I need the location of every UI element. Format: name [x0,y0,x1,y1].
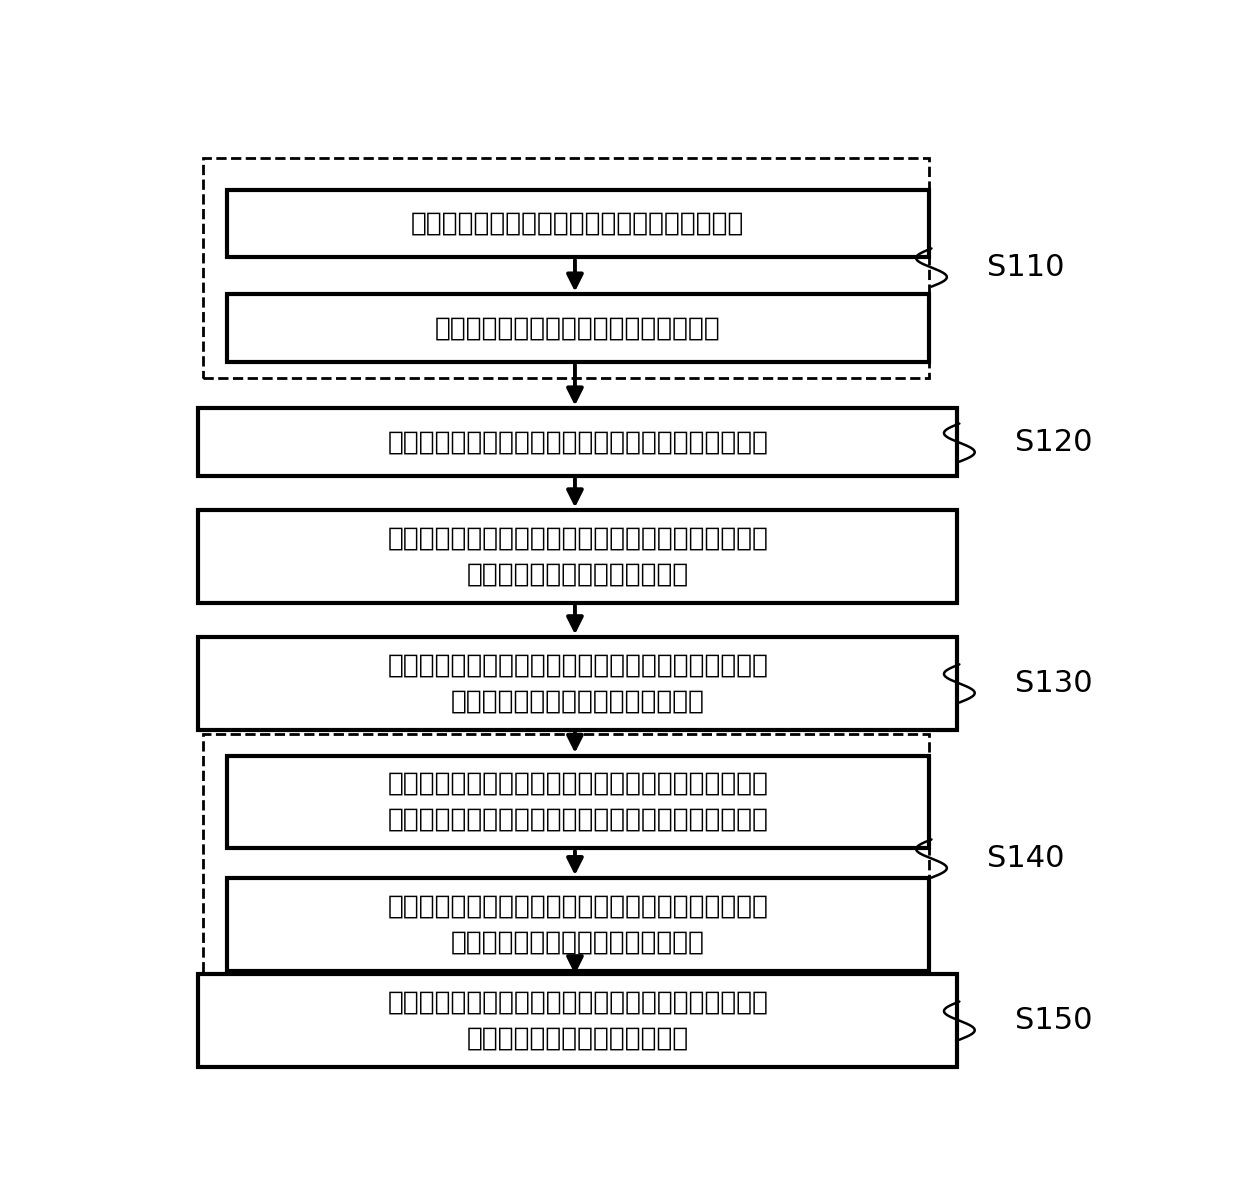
Text: 将放射性亲水微粒溶解丁水制成探测溶液: 将放射性亲水微粒溶解丁水制成探测溶液 [435,315,720,342]
Text: 测量过程中放射性探测装置将数据由线缆传送到地面处
理器，经处理后绘制成油井出水层及来水方位探测云图: 测量过程中放射性探测装置将数据由线缆传送到地面处 理器，经处理后绘制成油井出水层… [387,771,769,832]
Bar [198,510,957,603]
Bar [227,295,929,362]
Bar [198,638,957,730]
Bar [203,159,929,378]
Text: S110: S110 [987,253,1065,282]
Text: S120: S120 [1016,428,1092,457]
Text: 分析油井出水层及来水方位探测云图上的放射性强弱分
布，判定出水层井深位置和来水方位: 分析油井出水层及来水方位探测云图上的放射性强弱分 布，判定出水层井深位置和来水方… [387,894,769,955]
Text: 某一油井出水后，在该油井井筒为下入放射性探测装置
自上而下测量井筒周围特定的放射性: 某一油井出水后，在该油井井筒为下入放射性探测装置 自上而下测量井筒周围特定的放射… [387,652,769,715]
Bar [227,878,929,971]
Text: 对放射性微粒喷覆亲水层，制备放射性亲水微粒: 对放射性微粒喷覆亲水层，制备放射性亲水微粒 [412,211,744,237]
Text: 基于探测结果，在相应方位的注水井采取针对性注水调
剂手段进行堵水，改善注水效果: 基于探测结果，在相应方位的注水井采取针对性注水调 剂手段进行堵水，改善注水效果 [387,990,769,1051]
Bar [203,734,929,983]
Text: S140: S140 [987,845,1065,873]
Bar [227,755,929,848]
Bar [198,974,957,1067]
Bar [198,408,957,476]
Text: S130: S130 [1016,669,1092,698]
Bar [227,190,929,257]
Text: 正常进行注水生产，放射性亲水微粒在油藏各油层内会
随着油水界面逐渐向采油井推进: 正常进行注水生产，放射性亲水微粒在油藏各油层内会 随着油水界面逐渐向采油井推进 [387,526,769,587]
Text: 在注水井注水开采过程中混入探测溶液进行水驱油生产: 在注水井注水开采过程中混入探测溶液进行水驱油生产 [387,429,769,455]
Text: S150: S150 [1016,1006,1092,1035]
